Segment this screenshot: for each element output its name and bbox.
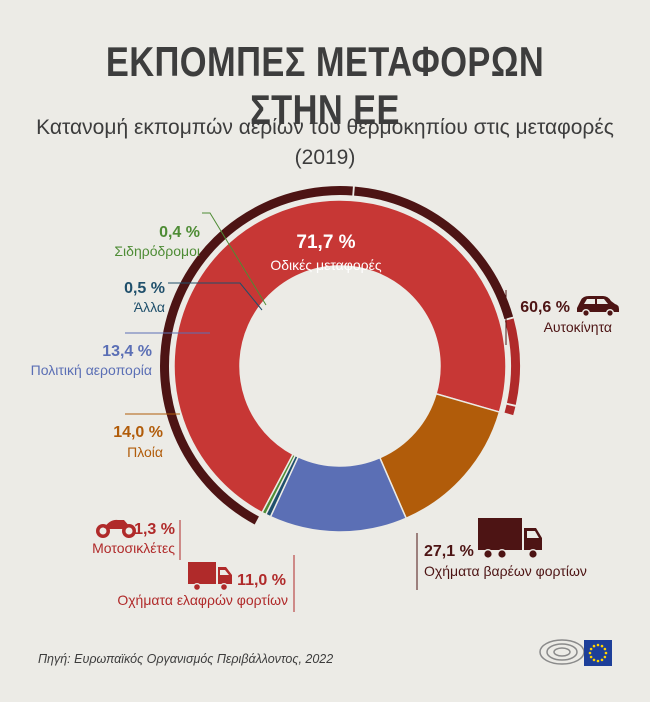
van-icon [188,562,232,591]
road-arc-1 [354,186,514,320]
source-note: Πηγή: Ευρωπαϊκός Οργανισμός Περιβάλλοντο… [38,652,334,666]
label-rail-name: Σιδηρόδρομοι [114,243,200,259]
subtitle-line-1: Κατανομή εκπομπών αερίων του θερμοκηπίου… [36,116,614,139]
label-light-name: Οχήματα ελαφρών φορτίων [117,592,288,608]
label-ships-name: Πλοία [127,444,163,460]
label-cars-name: Αυτοκίνητα [544,319,612,335]
label-road-name: Οδικές μεταφορές [270,257,381,273]
label-ships-value: 14,0 % [113,424,163,441]
leader-other [168,282,263,311]
slice-4 [261,453,297,516]
page-subtitle: Κατανομή εκπομπών αερίων του θερμοκηπίου… [0,113,650,173]
label-cars-value: 60,6 % [520,299,570,316]
road-arc-2 [504,318,520,405]
truck-icon [478,518,542,559]
label-aviation-value: 13,4 % [102,343,152,360]
label-light-value: 11,0 % [237,572,286,589]
label-other-name: Άλλα [134,299,165,315]
label-heavy-name: Οχήματα βαρέων φορτίων [424,563,587,579]
european-parliament-logo [539,639,612,666]
car-icon [577,296,619,317]
label-heavy-value: 27,1 % [424,543,474,560]
label-aviation-name: Πολιτική αεροπορία [31,362,152,378]
label-other-value: 0,5 % [124,280,165,297]
label-moto-name: Μοτοσικλέτες [92,540,175,556]
leader-rail [202,212,267,306]
motorcycle-icon [96,519,136,538]
label-moto-value: 1,3 % [134,521,175,538]
label-rail-value: 0,4 % [159,224,200,241]
slice-0 [173,199,507,514]
label-road-value: 71,7 % [296,232,355,253]
subtitle-line-2: (2019) [294,146,356,169]
page-title: ΕΚΠΟΜΠΕΣ ΜΕΤΑΦΟΡΩΝ ΣΤΗΝ ΕΕ [105,38,545,133]
road-arc-3 [504,404,516,416]
